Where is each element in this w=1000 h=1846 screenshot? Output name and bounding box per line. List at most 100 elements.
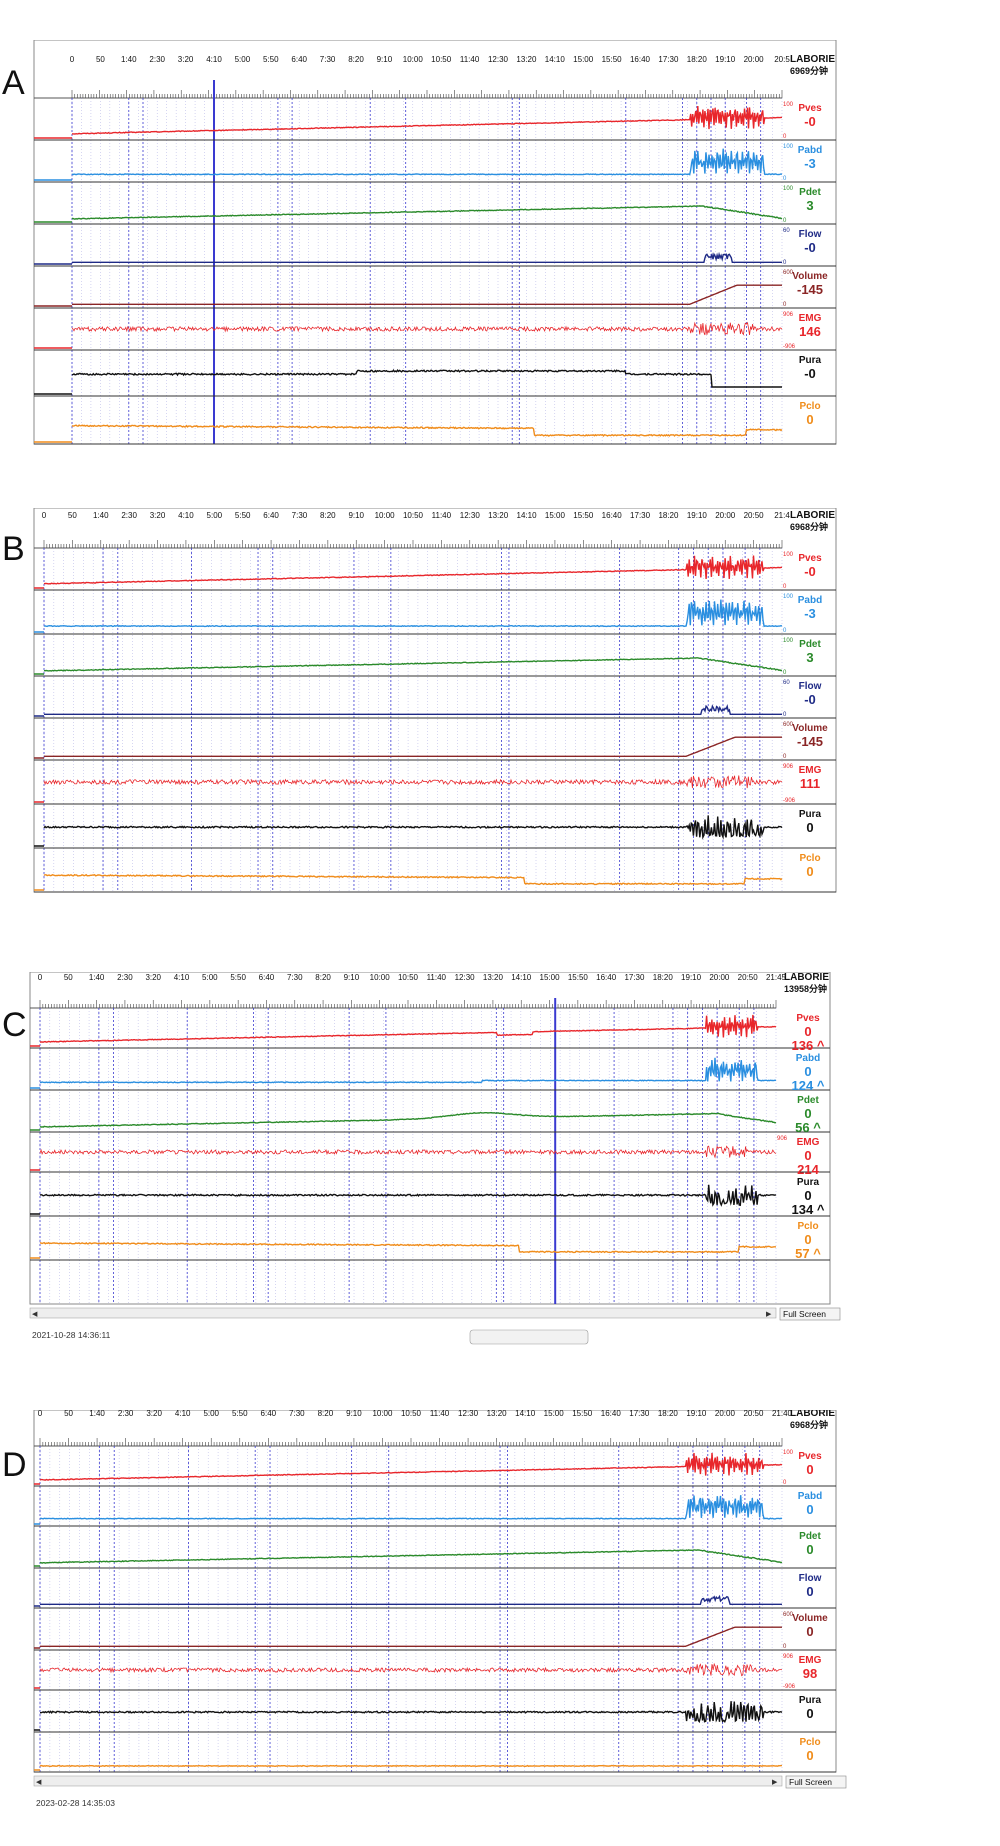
channel-value: 0 bbox=[806, 1584, 813, 1599]
time-tick-label: 9:10 bbox=[346, 1410, 362, 1418]
channel-value: -0 bbox=[804, 692, 816, 707]
trace-pclo bbox=[39, 1241, 777, 1254]
time-tick-label: 15:50 bbox=[602, 55, 623, 64]
time-tick-label: 17:30 bbox=[629, 1410, 650, 1418]
time-tick-label: 1:40 bbox=[93, 511, 109, 520]
time-tick-label: 7:30 bbox=[320, 55, 336, 64]
channel-name: EMG bbox=[799, 1655, 822, 1666]
panel-label: C bbox=[2, 1006, 27, 1044]
channel-name: Pdet bbox=[797, 1095, 819, 1106]
taskbar-button bbox=[469, 1329, 589, 1345]
scale-max-label: 906 bbox=[783, 764, 794, 770]
scale-max-label: 100 bbox=[783, 144, 794, 150]
channel-value: 136 ^ bbox=[792, 1038, 825, 1053]
time-tick-label: 6:40 bbox=[291, 55, 307, 64]
channel-value: -145 bbox=[797, 282, 823, 297]
time-tick-label: 14:10 bbox=[517, 511, 538, 520]
channel-name: Pdet bbox=[799, 1531, 821, 1542]
time-tick-label: 8:20 bbox=[315, 973, 331, 982]
channel-name: Pura bbox=[799, 1695, 822, 1706]
scale-min-label: -906 bbox=[783, 798, 796, 804]
scale-max-label: 906 bbox=[783, 1654, 794, 1660]
trace-pdet bbox=[72, 205, 782, 220]
trace-pura bbox=[40, 1701, 783, 1724]
time-tick-label: 2:30 bbox=[117, 973, 133, 982]
channel-name: EMG bbox=[797, 1137, 820, 1148]
time-tick-label: 4:10 bbox=[178, 511, 194, 520]
time-tick-label: 20:50 bbox=[744, 511, 765, 520]
trace-flow bbox=[40, 1594, 782, 1605]
time-tick-label: 11:40 bbox=[432, 511, 452, 520]
channel-value: -3 bbox=[804, 156, 816, 171]
time-tick-label: 5:00 bbox=[235, 55, 251, 64]
urodynamic-panel-d: D 0 50 1:40 2:30 3:20 4:10 5:00 5:50 6:40 7:30 8:2… bbox=[0, 1410, 1000, 1830]
time-tick-label: 19:10 bbox=[686, 1410, 707, 1418]
time-tick-label: 15:50 bbox=[573, 511, 594, 520]
time-tick-label: 5:50 bbox=[232, 1410, 248, 1418]
panel-label: D bbox=[2, 1446, 27, 1484]
time-tick-label: 0 bbox=[38, 1410, 43, 1418]
scale-max-label: 600 bbox=[783, 270, 794, 276]
trace-pves bbox=[43, 555, 783, 585]
channel-name: Pves bbox=[798, 103, 822, 114]
time-tick-label: 20:00 bbox=[709, 973, 730, 982]
scale-max-label: 906 bbox=[783, 312, 794, 318]
time-tick-label: 15:00 bbox=[544, 1410, 565, 1418]
time-tick-label: 15:50 bbox=[568, 973, 589, 982]
time-tick-label: 13:20 bbox=[487, 1410, 508, 1418]
scale-max-label: 600 bbox=[783, 1612, 794, 1618]
time-tick-label: 13:20 bbox=[516, 55, 537, 64]
time-tick-label: 50 bbox=[64, 1410, 73, 1418]
scale-min-label: 0 bbox=[783, 584, 787, 590]
time-tick-label: 16:40 bbox=[630, 55, 651, 64]
trace-pabd bbox=[44, 599, 783, 628]
time-tick-label: 7:30 bbox=[289, 1410, 305, 1418]
urodynamic-panel-a: A 0 50 1:40 2:30 3:20 4:10 5:00 5:50 6:40 7:30 8:2… bbox=[0, 40, 1000, 488]
duration-label: 6968分钟 bbox=[790, 1419, 828, 1430]
urodynamic-trace-chart: 0 50 1:40 2:30 3:20 4:10 5:00 5:50 6:40 7:30 8:20 9… bbox=[33, 1410, 847, 1808]
time-tick-label: 14:10 bbox=[511, 973, 532, 982]
channel-value: 134 ^ bbox=[792, 1202, 825, 1217]
channel-value: 0 bbox=[806, 864, 813, 879]
channel-value: 0 bbox=[804, 1232, 811, 1247]
time-tick-label: 6:40 bbox=[259, 973, 275, 982]
time-tick-label: 10:50 bbox=[398, 973, 419, 982]
scroll-right-icon: ▶ bbox=[766, 1311, 772, 1318]
time-tick-label: 21:45 bbox=[766, 973, 787, 982]
trace-volume bbox=[72, 284, 782, 305]
channel-value: -0 bbox=[804, 240, 816, 255]
time-tick-label: 15:00 bbox=[545, 511, 566, 520]
time-tick-label: 11:40 bbox=[427, 973, 447, 982]
time-tick-label: 5:50 bbox=[235, 511, 251, 520]
trace-flow bbox=[44, 703, 782, 715]
trace-emg bbox=[39, 1145, 777, 1159]
duration-label: 13958分钟 bbox=[784, 983, 827, 994]
scale-min-label: 0 bbox=[783, 260, 787, 266]
time-tick-label: 10:00 bbox=[372, 1410, 393, 1418]
trace-pclo bbox=[39, 1764, 782, 1768]
scale-min-label: 0 bbox=[783, 754, 787, 760]
time-tick-label: 3:20 bbox=[146, 1410, 162, 1418]
scale-min-label: 0 bbox=[783, 218, 787, 224]
channel-value: 0 bbox=[806, 412, 813, 427]
scale-min-label: 0 bbox=[783, 1480, 787, 1486]
channel-name: Flow bbox=[799, 229, 822, 240]
time-tick-label: 20:00 bbox=[715, 1410, 736, 1418]
time-tick-label: 9:10 bbox=[348, 511, 364, 520]
device-label: LABORIE bbox=[784, 972, 829, 983]
channel-value: -145 bbox=[797, 734, 823, 749]
channel-name: Pclo bbox=[799, 401, 820, 412]
channel-name: Flow bbox=[799, 681, 822, 692]
scrollbar bbox=[29, 1307, 777, 1319]
time-tick-label: 15:50 bbox=[572, 1410, 593, 1418]
time-tick-label: 5:50 bbox=[263, 55, 279, 64]
scale-max-label: 100 bbox=[783, 1450, 794, 1456]
device-label: LABORIE bbox=[790, 54, 835, 65]
channel-name: Pabd bbox=[798, 145, 822, 156]
time-tick-label: 2:30 bbox=[121, 511, 137, 520]
channel-name: Pdet bbox=[799, 639, 821, 650]
channel-value: 0 bbox=[806, 1462, 813, 1477]
time-tick-label: 12:30 bbox=[455, 973, 476, 982]
time-tick-label: 1:40 bbox=[89, 973, 105, 982]
time-tick-label: 16:40 bbox=[596, 973, 617, 982]
